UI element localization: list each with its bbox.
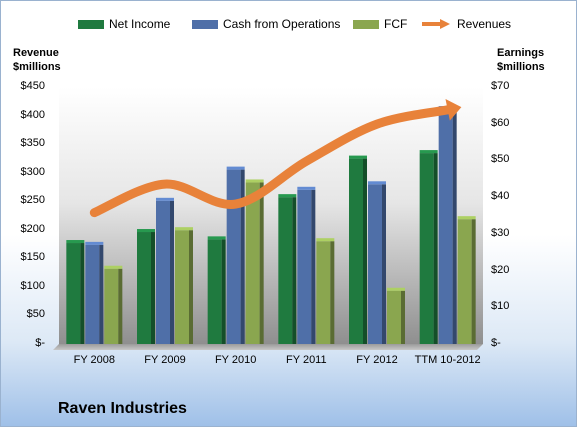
bar-front: [349, 159, 363, 344]
bar-net-income-fy-2010: [208, 236, 226, 344]
bar-top: [85, 242, 103, 245]
bar-front: [227, 170, 241, 344]
left-axis-tick: $150: [1, 251, 45, 263]
bar-front: [368, 184, 382, 344]
x-axis-label: FY 2008: [56, 354, 132, 366]
bar-front: [420, 153, 434, 344]
bar-front: [316, 241, 330, 344]
bar-top: [66, 240, 84, 243]
bar-top: [278, 194, 296, 197]
bar-fcf-fy-2008: [104, 266, 122, 344]
right-axis-tick: $50: [491, 153, 531, 165]
bar-fcf-fy-2012: [387, 288, 405, 344]
bar-front: [387, 291, 401, 344]
left-axis-tick: $250: [1, 194, 45, 206]
bar-side: [401, 291, 405, 344]
bar-fcf-ttm-10-2012: [458, 216, 476, 344]
bar-side: [330, 241, 334, 344]
x-axis-label: FY 2009: [127, 354, 203, 366]
bar-side: [241, 170, 245, 344]
bar-side: [99, 245, 103, 344]
left-axis-tick: $350: [1, 137, 45, 149]
bar-cash-from-operations-fy-2010: [227, 167, 245, 344]
bar-top: [458, 216, 476, 219]
bar-side: [151, 232, 155, 344]
bar-side: [292, 197, 296, 344]
bar-front: [85, 245, 99, 344]
bar-front: [246, 182, 260, 344]
bar-cash-from-operations-fy-2008: [85, 242, 103, 344]
left-axis-tick: $100: [1, 280, 45, 292]
bar-net-income-ttm-10-2012: [420, 150, 438, 344]
bar-top: [104, 266, 122, 269]
left-axis-tick: $200: [1, 223, 45, 235]
bar-net-income-fy-2011: [278, 194, 296, 344]
bar-net-income-fy-2008: [66, 240, 84, 344]
right-axis-tick: $60: [491, 117, 531, 129]
bar-top: [387, 288, 405, 291]
bar-front: [208, 239, 222, 344]
bar-top: [175, 227, 193, 230]
bar-front: [137, 232, 151, 344]
x-axis-label: FY 2012: [339, 354, 415, 366]
bar-cash-from-operations-fy-2009: [156, 198, 174, 344]
bar-top: [208, 236, 226, 239]
bar-side: [434, 153, 438, 344]
left-axis-tick: $450: [1, 80, 45, 92]
bar-top: [297, 187, 315, 190]
bar-side: [118, 269, 122, 344]
plot-background: [59, 87, 483, 344]
bar-top: [137, 229, 155, 232]
left-axis-tick: $-: [1, 337, 45, 349]
right-axis-tick: $10: [491, 300, 531, 312]
bar-cash-from-operations-fy-2011: [297, 187, 315, 344]
bar-front: [278, 197, 292, 344]
left-axis-tick: $400: [1, 109, 45, 121]
plot-floor: [53, 344, 483, 350]
right-axis-tick: $40: [491, 190, 531, 202]
bar-cash-from-operations-fy-2012: [368, 181, 386, 344]
x-axis-label: FY 2011: [268, 354, 344, 366]
right-axis-tick: $20: [491, 264, 531, 276]
x-axis-label: FY 2010: [198, 354, 274, 366]
bar-top: [316, 238, 334, 241]
bar-side: [382, 184, 386, 344]
right-axis-tick: $70: [491, 80, 531, 92]
right-axis-tick: $30: [491, 227, 531, 239]
bar-top: [368, 181, 386, 184]
bar-side: [260, 182, 264, 344]
bar-cash-from-operations-ttm-10-2012: [439, 106, 457, 344]
bar-side: [453, 109, 457, 344]
bar-side: [472, 219, 476, 344]
bar-front: [458, 219, 472, 344]
bar-side: [222, 239, 226, 344]
bar-side: [311, 190, 315, 344]
bar-front: [297, 190, 311, 344]
bar-fcf-fy-2011: [316, 238, 334, 344]
x-axis-label: TTM 10-2012: [410, 354, 486, 366]
bar-net-income-fy-2009: [137, 229, 155, 344]
bar-front: [66, 243, 80, 344]
bar-top: [246, 179, 264, 182]
left-axis-tick: $50: [1, 308, 45, 320]
company-name: Raven Industries: [58, 400, 187, 418]
bar-top: [349, 156, 367, 159]
bar-top: [420, 150, 438, 153]
left-axis-tick: $300: [1, 166, 45, 178]
bar-side: [80, 243, 84, 344]
right-axis-tick: $-: [491, 337, 531, 349]
bar-top: [156, 198, 174, 201]
bar-fcf-fy-2009: [175, 227, 193, 344]
bar-front: [175, 230, 189, 344]
bar-front: [156, 201, 170, 344]
bar-side: [170, 201, 174, 344]
bar-side: [363, 159, 367, 344]
bar-top: [227, 167, 245, 170]
bar-net-income-fy-2012: [349, 156, 367, 344]
bar-side: [189, 230, 193, 344]
bar-front: [104, 269, 118, 344]
bar-front: [439, 109, 453, 344]
